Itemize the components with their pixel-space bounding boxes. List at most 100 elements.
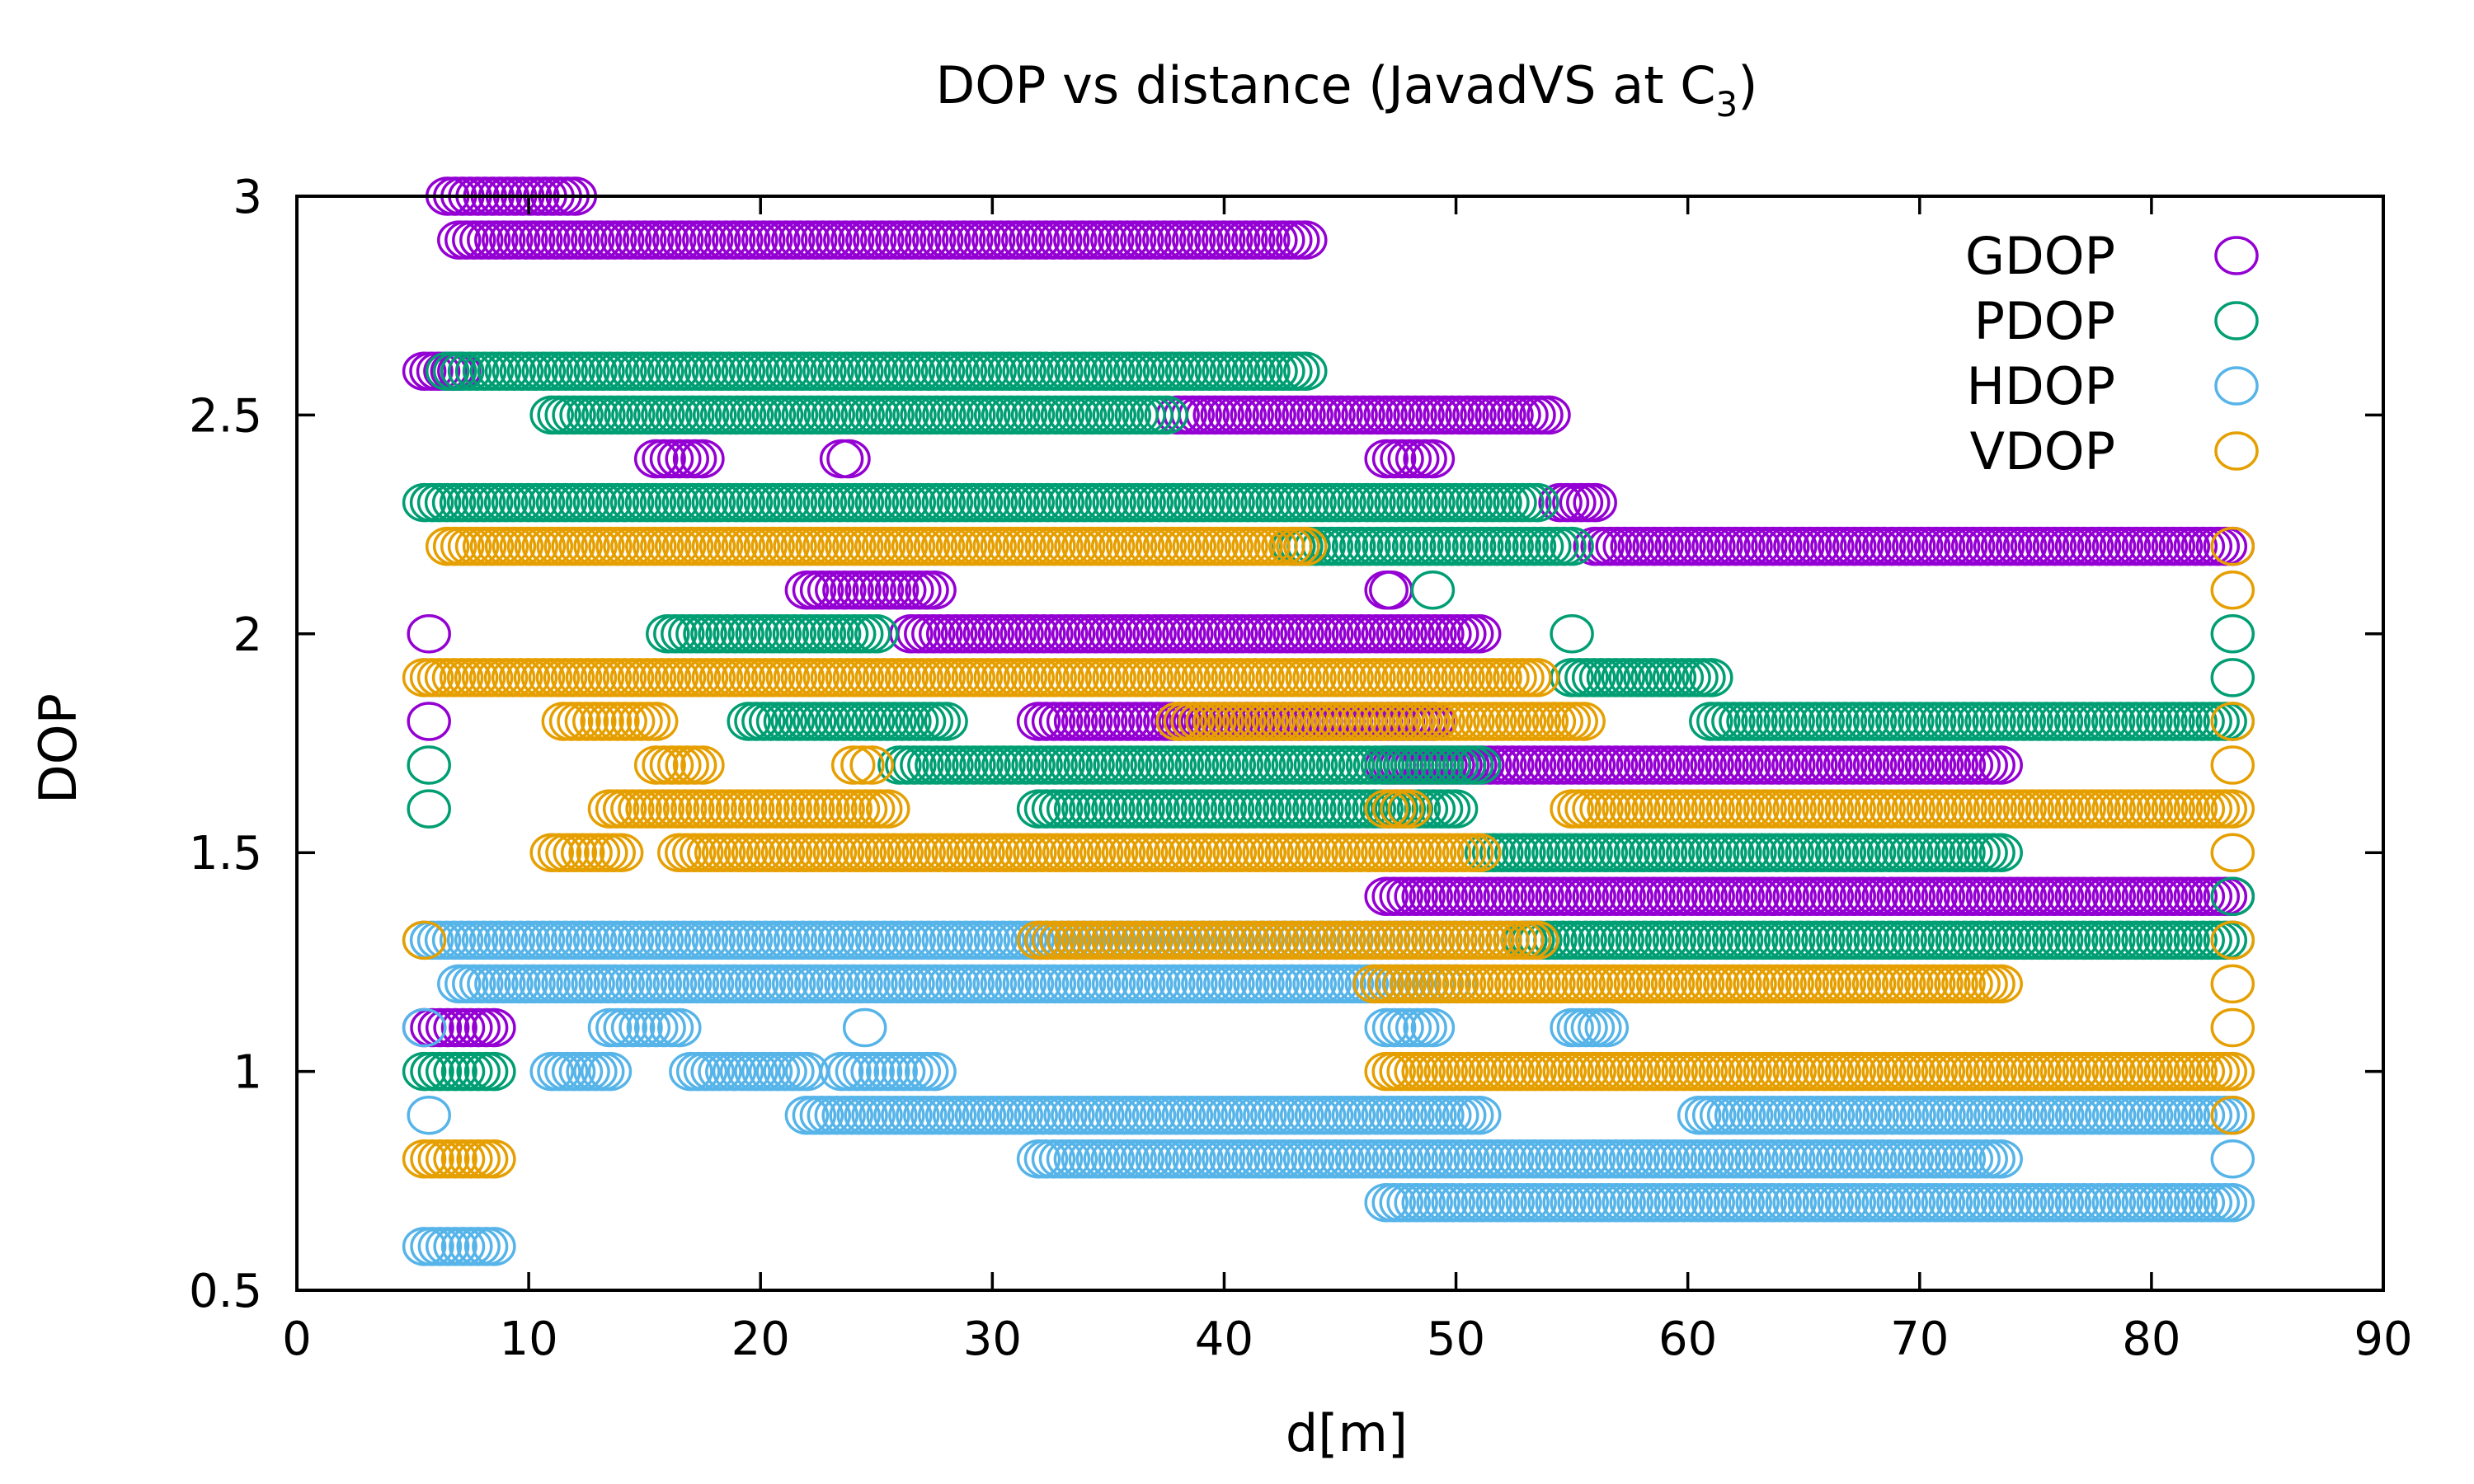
gdop-point	[1410, 439, 1456, 479]
x-tick-label: 0	[282, 1313, 312, 1366]
vdop-point	[1978, 964, 2023, 1004]
hdop-point	[587, 1051, 633, 1092]
x-tick-label: 40	[1195, 1313, 1253, 1366]
x-tick-label: 20	[731, 1313, 790, 1366]
legend-label-gdop: GDOP	[1965, 226, 2115, 286]
vdop-point	[2210, 526, 2255, 566]
pdop-point	[1456, 745, 1502, 785]
y-tick-label: 1	[233, 1046, 262, 1100]
legend-marker-pdop	[2214, 301, 2259, 340]
x-tick-label: 30	[963, 1313, 1022, 1366]
hdop-point	[2210, 1183, 2255, 1223]
vdop-point	[830, 745, 876, 785]
vdop-point	[1283, 526, 1328, 566]
gdop-point	[407, 614, 451, 654]
vdop-point	[2210, 964, 2255, 1004]
pdop-point	[1410, 570, 1456, 610]
gdop-point	[1283, 220, 1328, 260]
pdop-point	[1978, 833, 2023, 872]
pdop-point	[1433, 789, 1479, 829]
legend-marker-hdop	[2214, 366, 2259, 406]
series-vdop	[402, 526, 2255, 1179]
vdop-point	[472, 1139, 516, 1179]
x-tick-label: 80	[2122, 1313, 2180, 1366]
vdop-point	[680, 745, 725, 785]
vdop-point	[849, 745, 894, 785]
y-tick-label: 0.5	[189, 1265, 262, 1318]
vdop-point	[2210, 745, 2255, 785]
series-hdop	[402, 920, 2255, 1266]
hdop-point	[912, 1051, 957, 1092]
gdop-point	[1369, 570, 1413, 610]
gdop-point	[680, 439, 725, 479]
vdop-point	[599, 833, 644, 872]
vdop-point	[633, 702, 679, 741]
vdop-point	[2210, 920, 2255, 960]
legend-label-pdop: PDOP	[1974, 291, 2115, 351]
hdop-point	[2210, 1139, 2255, 1179]
legend-label-hdop: HDOP	[1966, 356, 2115, 416]
pdop-point	[1550, 614, 1594, 654]
plot-frame	[295, 195, 2385, 1292]
hdop-point	[842, 1007, 887, 1048]
y-tick-label: 2.5	[189, 389, 262, 443]
vdop-point	[2210, 1095, 2255, 1135]
hdop-point	[1456, 1095, 1502, 1135]
pdop-point	[407, 745, 451, 785]
chart-title-subscript: 3	[1716, 84, 1738, 124]
y-axis-label: DOP	[28, 693, 88, 804]
chart-title: DOP vs distance (JavadVS at C3)	[936, 55, 1758, 124]
legend-marker-vdop	[2214, 431, 2259, 471]
data-markers	[402, 176, 2255, 1266]
x-tick-label: 50	[1427, 1313, 1485, 1366]
chart-title-end: )	[1738, 55, 1757, 115]
pdop-point	[2210, 658, 2255, 697]
pdop-point	[1515, 482, 1559, 523]
hdop-point	[407, 1095, 451, 1135]
pdop-point	[854, 614, 899, 654]
vdop-point	[1515, 920, 1559, 960]
hdop-point	[1410, 1007, 1456, 1048]
y-tick-label: 1.5	[189, 827, 262, 881]
vdop-point	[840, 745, 885, 785]
x-tick-label: 10	[499, 1313, 557, 1366]
gdop-point	[826, 439, 871, 479]
gdop-point	[1978, 745, 2023, 785]
vdop-point	[2210, 570, 2255, 610]
legend-label-vdop: VDOP	[1970, 421, 2115, 481]
pdop-point	[407, 789, 451, 829]
vdop-point	[2210, 1007, 2255, 1048]
pdop-point	[1689, 658, 1733, 697]
pdop-point	[1550, 526, 1594, 566]
pdop-point	[2210, 614, 2255, 654]
vdop-point	[2210, 789, 2255, 829]
vdop-point	[1561, 702, 1606, 741]
pdop-point	[924, 702, 968, 741]
hdop-point	[1584, 1007, 1630, 1048]
vdop-point	[1456, 833, 1502, 872]
legend-marker-gdop	[2214, 236, 2259, 275]
hdop-point	[472, 1227, 516, 1266]
gdop-point	[912, 570, 957, 610]
vdop-point	[2210, 702, 2255, 741]
gdop-point	[1364, 570, 1409, 610]
x-tick-label: 60	[1658, 1313, 1717, 1366]
gdop-point	[1526, 395, 1571, 435]
hdop-point	[402, 1007, 447, 1048]
pdop-point	[1144, 395, 1188, 435]
x-tick-label: 90	[2354, 1313, 2412, 1366]
y-tick-label: 2	[233, 608, 262, 662]
gdop-point	[1456, 614, 1502, 654]
axis-ticks: 0 10 20 30 40 50 60 70 80 90 0.5 1 1.5 2 2.5 3	[189, 171, 2413, 1366]
hdop-point	[657, 1007, 702, 1048]
pdop-point	[472, 1051, 516, 1092]
vdop-point	[866, 789, 910, 829]
pdop-point	[1283, 351, 1328, 392]
gdop-point	[1573, 482, 1617, 523]
gdop-point	[472, 1007, 516, 1048]
x-axis-label: d[m]	[1286, 1403, 1408, 1463]
vdop-point	[1387, 789, 1432, 829]
gdop-point	[407, 702, 451, 741]
